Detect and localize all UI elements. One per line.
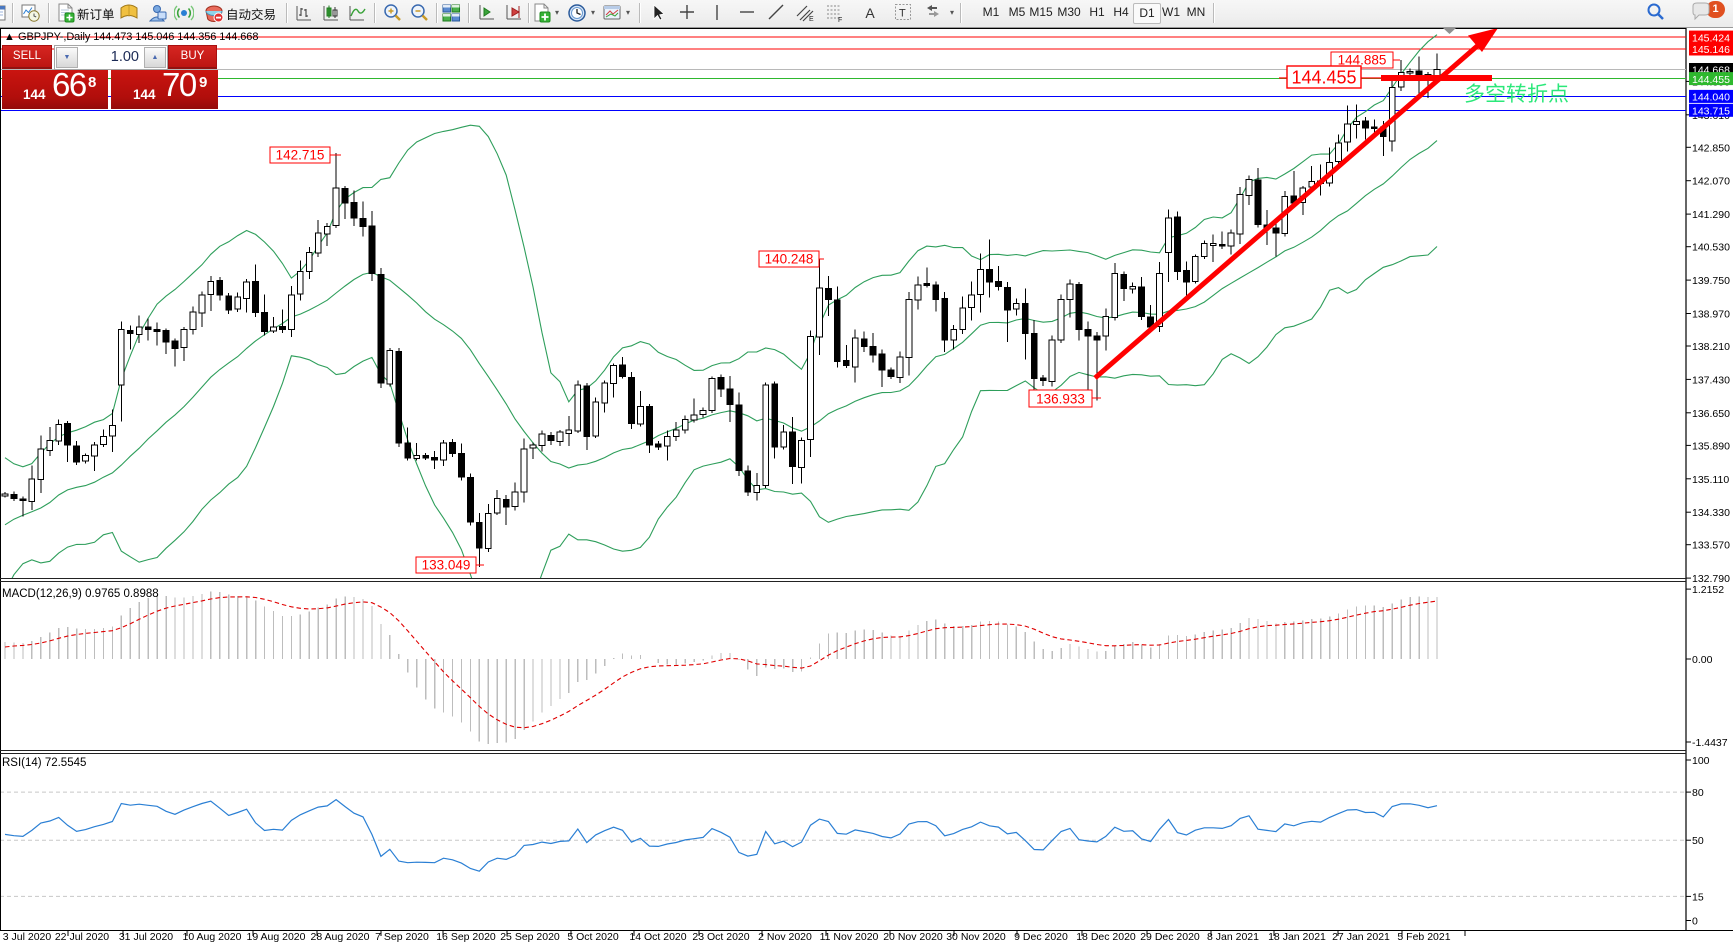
svg-text:MACD(12,26,9) 0.9765 0.8988: MACD(12,26,9) 0.9765 0.8988 (2, 588, 159, 600)
svg-text:30 Nov 2020: 30 Nov 2020 (946, 931, 1006, 942)
svg-text:135.110: 135.110 (1692, 474, 1729, 486)
svg-text:23 Oct 2020: 23 Oct 2020 (692, 931, 749, 942)
svg-text:135.890: 135.890 (1692, 440, 1730, 452)
svg-text:3 Jul 2020: 3 Jul 2020 (3, 931, 52, 942)
svg-text:133.049: 133.049 (422, 558, 471, 573)
svg-text:▲: ▲ (4, 31, 15, 43)
svg-text:28 Aug 2020: 28 Aug 2020 (311, 931, 370, 942)
svg-text:0: 0 (1692, 916, 1698, 928)
svg-text:134.330: 134.330 (1692, 507, 1730, 519)
svg-text:141.290: 141.290 (1692, 209, 1730, 221)
svg-text:0.00: 0.00 (1692, 654, 1713, 666)
svg-text:31 Jul 2020: 31 Jul 2020 (119, 931, 173, 942)
svg-text:143.715: 143.715 (1692, 106, 1730, 118)
svg-text:F: F (838, 17, 842, 24)
svg-text:RSI(14) 72.5545: RSI(14) 72.5545 (2, 757, 86, 769)
svg-text:T: T (899, 8, 906, 20)
svg-text:20 Nov 2020: 20 Nov 2020 (883, 931, 943, 942)
svg-text:5 Oct 2020: 5 Oct 2020 (567, 931, 619, 942)
svg-text:138.970: 138.970 (1692, 309, 1730, 321)
svg-text:14 Oct 2020: 14 Oct 2020 (629, 931, 686, 942)
svg-text:137.430: 137.430 (1692, 374, 1730, 386)
svg-text:142.070: 142.070 (1692, 176, 1730, 188)
svg-text:80: 80 (1692, 787, 1704, 799)
svg-text:144.455: 144.455 (1692, 74, 1730, 86)
svg-text:18 Jan 2021: 18 Jan 2021 (1268, 931, 1326, 942)
svg-text:8 Jan 2021: 8 Jan 2021 (1207, 931, 1259, 942)
svg-text:1.2152: 1.2152 (1692, 584, 1724, 596)
svg-text:139.750: 139.750 (1692, 275, 1730, 287)
svg-text:2 Nov 2020: 2 Nov 2020 (758, 931, 812, 942)
svg-text:5 Feb 2021: 5 Feb 2021 (1397, 931, 1450, 942)
svg-text:25 Sep 2020: 25 Sep 2020 (500, 931, 560, 942)
svg-text:29 Dec 2020: 29 Dec 2020 (1140, 931, 1200, 942)
svg-text:18 Dec 2020: 18 Dec 2020 (1076, 931, 1136, 942)
svg-text:136.933: 136.933 (1036, 392, 1085, 407)
svg-text:27 Jan 2021: 27 Jan 2021 (1332, 931, 1390, 942)
svg-text:15: 15 (1692, 891, 1704, 903)
svg-text:144.040: 144.040 (1692, 92, 1730, 104)
svg-text:E: E (809, 16, 814, 23)
svg-text:10 Aug 2020: 10 Aug 2020 (183, 931, 242, 942)
svg-text:50: 50 (1692, 835, 1704, 847)
svg-text:140.530: 140.530 (1692, 242, 1730, 254)
svg-text:142.715: 142.715 (276, 148, 325, 163)
svg-text:GBPJPY-,Daily 144.473 145.046: GBPJPY-,Daily 144.473 145.046 144.356 14… (18, 31, 258, 43)
svg-text:138.210: 138.210 (1692, 341, 1730, 353)
svg-text:144.455: 144.455 (1291, 68, 1356, 88)
svg-text:19 Aug 2020: 19 Aug 2020 (247, 931, 306, 942)
svg-text:133.570: 133.570 (1692, 540, 1730, 552)
svg-text:-1.4437: -1.4437 (1692, 737, 1728, 749)
svg-text:145.424: 145.424 (1692, 32, 1730, 44)
svg-text:144.885: 144.885 (1338, 53, 1387, 68)
svg-text:132.790: 132.790 (1692, 573, 1730, 585)
svg-text:100: 100 (1692, 755, 1710, 767)
svg-text:140.248: 140.248 (765, 252, 814, 267)
svg-text:11 Nov 2020: 11 Nov 2020 (820, 931, 879, 942)
svg-text:7 Sep 2020: 7 Sep 2020 (375, 931, 429, 942)
svg-text:16 Sep 2020: 16 Sep 2020 (436, 931, 496, 942)
svg-text:22 Jul 2020: 22 Jul 2020 (55, 931, 109, 942)
svg-text:136.650: 136.650 (1692, 408, 1730, 420)
svg-text:145.146: 145.146 (1692, 44, 1730, 56)
svg-text:142.850: 142.850 (1692, 142, 1730, 154)
svg-text:9 Dec 2020: 9 Dec 2020 (1014, 931, 1068, 942)
